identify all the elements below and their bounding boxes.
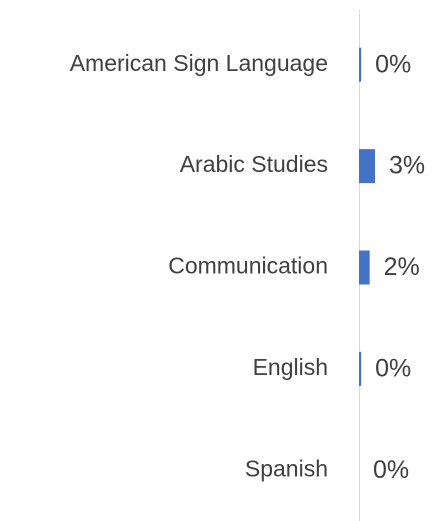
category-label: Arabic Studies <box>180 151 328 177</box>
category-label: American Sign Language <box>70 50 328 76</box>
category-label: English <box>253 354 328 380</box>
bar <box>359 47 362 82</box>
value-label: 0% <box>375 355 411 383</box>
bar <box>359 351 362 386</box>
category-label: Communication <box>168 253 328 279</box>
value-label: 0% <box>375 50 411 78</box>
bar <box>359 250 370 285</box>
category-label: Spanish <box>245 455 328 481</box>
bar <box>359 149 375 184</box>
value-label: 3% <box>389 152 425 180</box>
value-label: 2% <box>384 253 420 281</box>
value-label: 0% <box>373 456 409 484</box>
